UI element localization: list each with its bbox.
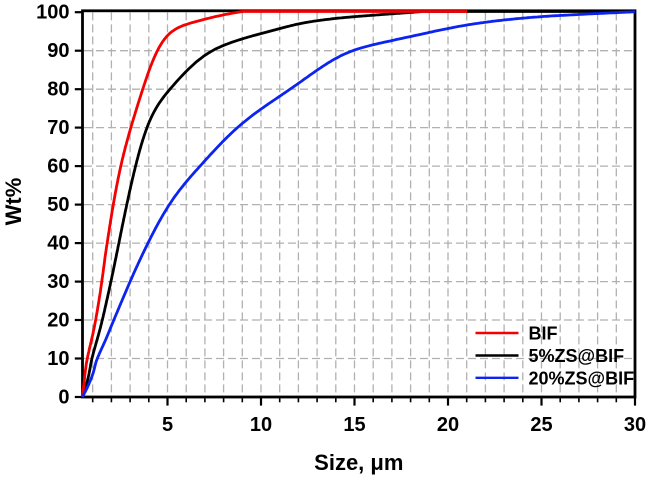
svg-text:5%ZS@BIF: 5%ZS@BIF [529,346,625,366]
svg-text:70: 70 [47,117,69,139]
svg-text:20: 20 [47,309,69,331]
svg-text:5: 5 [162,414,173,436]
svg-text:80: 80 [47,79,69,101]
svg-text:30: 30 [47,271,69,293]
svg-text:20: 20 [437,414,459,436]
svg-text:30: 30 [624,414,646,436]
svg-text:BIF: BIF [529,324,558,344]
svg-text:40: 40 [47,232,69,254]
svg-text:100: 100 [36,2,69,24]
svg-text:15: 15 [343,414,365,436]
svg-text:25: 25 [530,414,552,436]
svg-text:20%ZS@BIF: 20%ZS@BIF [529,368,635,388]
svg-text:0: 0 [58,386,69,408]
svg-text:10: 10 [250,414,272,436]
svg-text:60: 60 [47,155,69,177]
svg-text:Wt%: Wt% [1,178,26,226]
svg-text:50: 50 [47,194,69,216]
svg-text:Size, μm: Size, μm [314,450,403,475]
svg-text:10: 10 [47,348,69,370]
svg-text:90: 90 [47,40,69,62]
